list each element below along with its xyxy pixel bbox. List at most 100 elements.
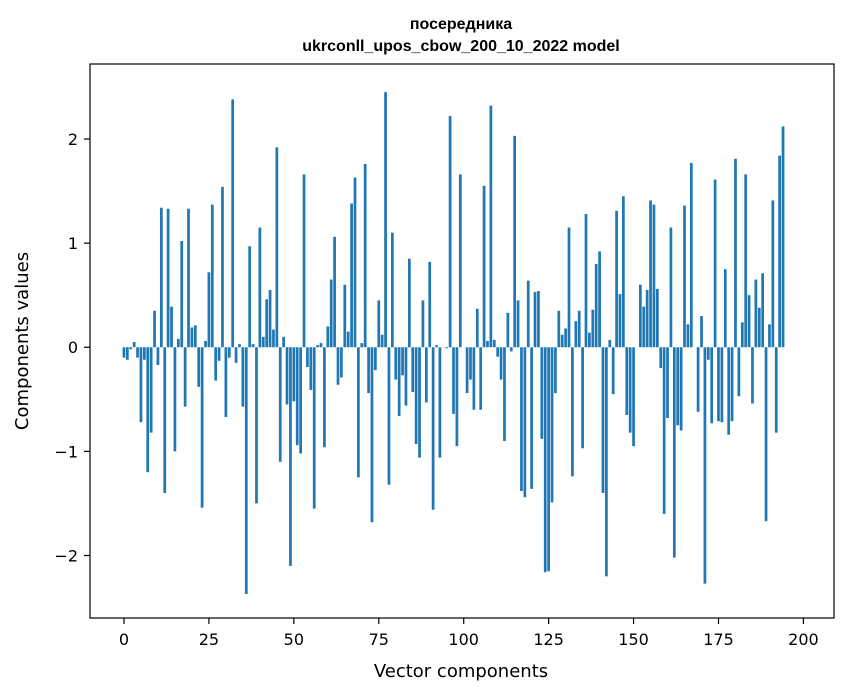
bar xyxy=(781,126,785,348)
bar xyxy=(275,147,279,348)
bar xyxy=(591,309,595,348)
bar xyxy=(258,227,262,348)
bar xyxy=(734,158,737,348)
bar xyxy=(268,289,272,348)
bar xyxy=(210,204,214,348)
bar xyxy=(652,204,656,348)
bar xyxy=(744,174,748,348)
y-tick-label: 2 xyxy=(68,130,78,149)
bar xyxy=(170,306,173,348)
bar xyxy=(204,341,207,348)
bar xyxy=(173,347,177,452)
bar xyxy=(740,322,744,348)
y-axis: −2 −1 0 1 2 xyxy=(54,130,90,566)
bar xyxy=(251,344,255,348)
bar xyxy=(757,307,761,348)
bar xyxy=(367,347,370,394)
bar xyxy=(533,292,537,348)
bar xyxy=(503,347,506,441)
bar xyxy=(278,347,282,462)
x-axis-label: Vector components xyxy=(374,661,548,682)
bar xyxy=(350,203,353,348)
bar xyxy=(193,325,197,348)
chart-title-line2: ukrconll_upos_cbow_200_10_2022 model xyxy=(302,38,619,55)
bar xyxy=(445,347,449,349)
bar xyxy=(598,251,601,348)
bar xyxy=(526,280,530,348)
bar xyxy=(560,334,564,348)
bar xyxy=(669,227,673,348)
bar xyxy=(139,347,143,423)
bar xyxy=(326,326,330,348)
bar xyxy=(302,174,306,348)
y-axis-label: Components values xyxy=(12,252,33,430)
bar xyxy=(282,336,285,348)
bar xyxy=(448,116,452,348)
bar xyxy=(516,300,520,348)
bar xyxy=(751,347,754,404)
bar xyxy=(197,347,201,387)
bar xyxy=(153,310,156,348)
bar xyxy=(564,328,567,348)
bar xyxy=(234,347,238,363)
bar xyxy=(238,344,241,348)
bar xyxy=(689,162,693,348)
bar xyxy=(686,324,690,348)
bar xyxy=(306,347,309,368)
bar xyxy=(207,272,211,348)
bar xyxy=(778,155,781,348)
bar xyxy=(312,347,316,509)
bar xyxy=(594,263,598,348)
bar xyxy=(261,336,265,348)
bar xyxy=(625,347,629,415)
bar xyxy=(265,299,269,348)
x-tick-label: 150 xyxy=(618,630,649,649)
bar xyxy=(357,347,360,478)
bar xyxy=(404,347,408,406)
bar xyxy=(492,339,496,348)
bar xyxy=(523,347,527,498)
bar xyxy=(333,236,336,348)
bar xyxy=(642,306,646,348)
bar xyxy=(486,341,489,348)
bar xyxy=(639,284,642,348)
bar xyxy=(645,289,649,348)
bar xyxy=(584,213,588,348)
bar xyxy=(605,347,608,577)
bar xyxy=(129,347,133,350)
bar xyxy=(696,347,700,412)
bar xyxy=(374,347,377,371)
bar xyxy=(622,196,625,348)
bar xyxy=(700,316,703,348)
bar xyxy=(496,347,500,357)
bar xyxy=(221,186,224,348)
bar xyxy=(465,347,469,394)
bar xyxy=(295,347,299,446)
bar xyxy=(149,347,153,433)
bar xyxy=(547,347,550,572)
bar xyxy=(329,279,333,348)
bar xyxy=(183,347,187,407)
bar xyxy=(628,347,632,433)
x-tick-label: 75 xyxy=(369,630,389,649)
bar xyxy=(214,347,218,381)
bar xyxy=(747,295,751,348)
bar xyxy=(710,347,714,424)
bar xyxy=(452,347,455,414)
bar xyxy=(227,347,231,358)
bar xyxy=(672,347,676,558)
bar xyxy=(499,347,503,380)
bar xyxy=(703,347,707,584)
bar xyxy=(679,347,683,431)
bar xyxy=(363,163,367,348)
x-tick-label: 200 xyxy=(788,630,819,649)
bar xyxy=(224,347,228,418)
bar xyxy=(774,347,778,433)
bar xyxy=(676,347,680,426)
bar xyxy=(513,135,517,348)
bar xyxy=(723,269,727,348)
bar xyxy=(176,338,180,348)
bar xyxy=(180,241,184,348)
y-tick-label: −2 xyxy=(54,547,78,566)
bar xyxy=(384,92,387,348)
